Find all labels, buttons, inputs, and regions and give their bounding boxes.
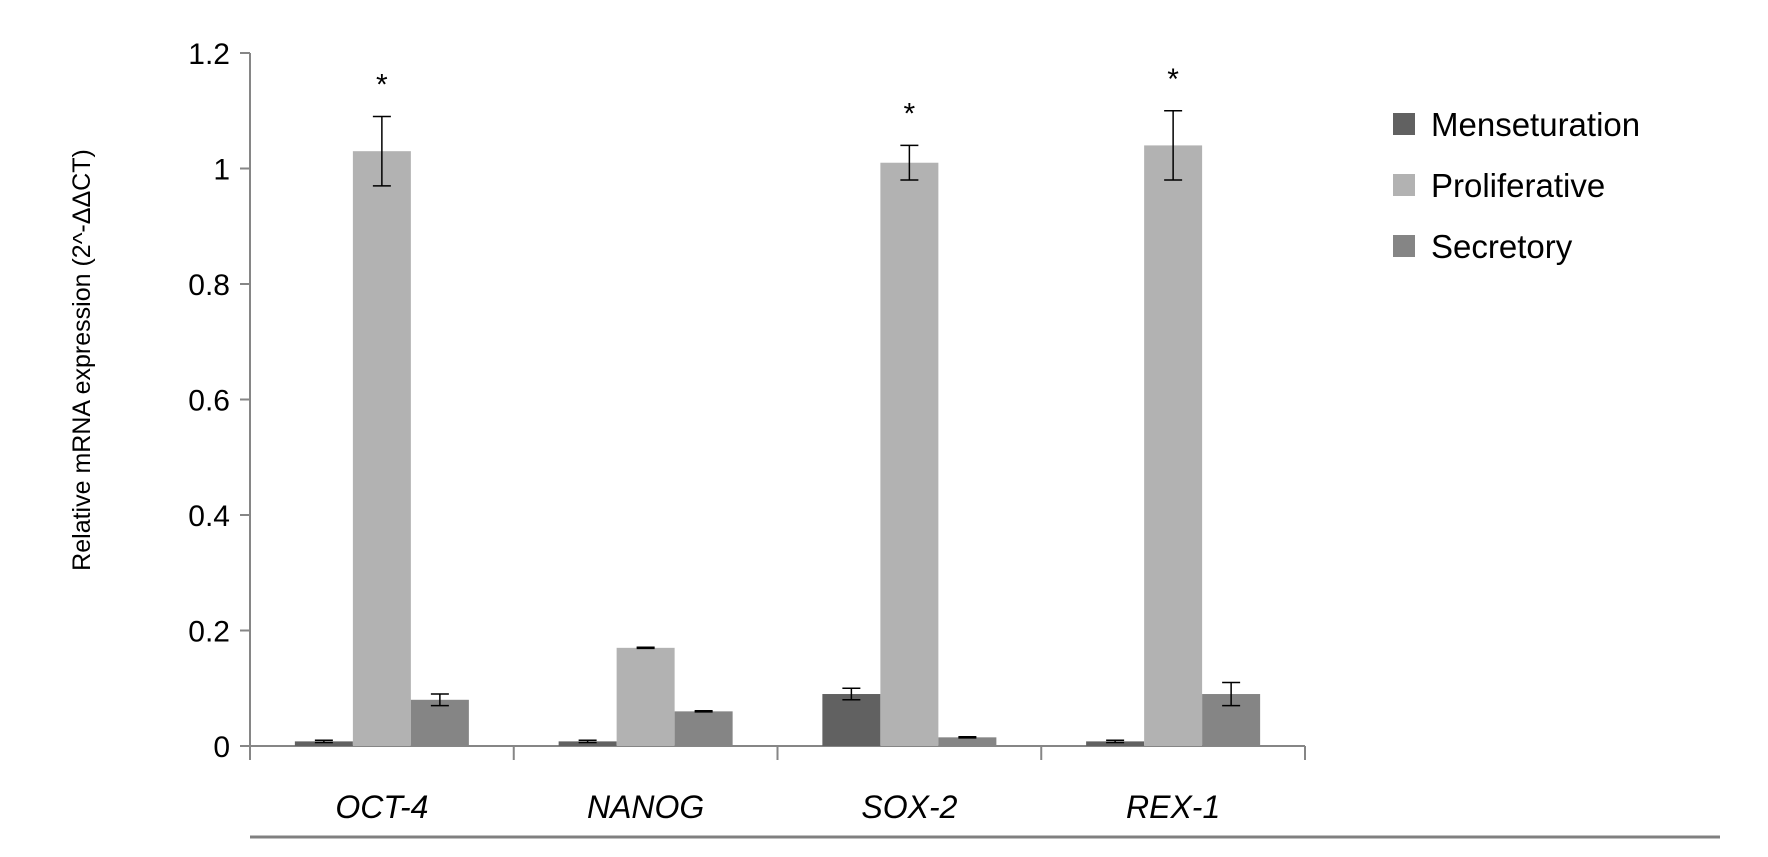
- x-category-label-rex-1: REX-1: [1126, 789, 1220, 825]
- significance-marker-sox-2: *: [904, 97, 916, 130]
- bar-proliferative-nanog: [616, 647, 675, 746]
- bar-secretory-oct-4: [410, 699, 469, 746]
- bar-proliferative-rex-1: [1144, 145, 1203, 746]
- legend: Menseturation Proliferative Secretory: [1393, 106, 1640, 265]
- bar-menseturation-nanog: [558, 741, 617, 746]
- y-tick-label-5: 1: [213, 154, 230, 187]
- bar-proliferative-oct-4: [352, 151, 411, 747]
- y-tick-label-1: 0.2: [188, 616, 230, 649]
- legend-swatch-menseturation: [1393, 113, 1415, 135]
- x-category-label-oct-4: OCT-4: [335, 789, 428, 825]
- bars: [294, 110, 1261, 747]
- y-tick-label-2: 0.4: [188, 500, 230, 533]
- y-tick-label-0: 0: [213, 731, 230, 764]
- legend-swatch-secretory: [1393, 235, 1415, 257]
- significance-marker-rex-1: *: [1167, 63, 1179, 96]
- legend-label-secretory: Secretory: [1431, 228, 1573, 265]
- bar-menseturation-rex-1: [1086, 741, 1145, 746]
- y-axis-label: Relative mRNA expression (2^-ΔΔCT): [68, 149, 96, 571]
- legend-label-menseturation: Menseturation: [1431, 106, 1640, 143]
- bar-secretory-nanog: [674, 711, 733, 746]
- labels: 0 0.2 0.4 0.6 0.8 1 1.2 OCT-4 NANOG SOX-2 REX-1 * * *: [188, 38, 1220, 825]
- significance-marker-oct-4: *: [376, 69, 388, 102]
- bar-menseturation-sox-2: [822, 694, 881, 746]
- bar-proliferative-sox-2: [880, 162, 939, 747]
- bar-menseturation-oct-4: [294, 741, 353, 746]
- y-tick-label-6: 1.2: [188, 38, 230, 71]
- legend-label-proliferative: Proliferative: [1431, 167, 1605, 204]
- x-category-label-sox-2: SOX-2: [861, 789, 957, 825]
- y-tick-label-4: 0.8: [188, 269, 230, 302]
- bar-secretory-sox-2: [938, 737, 997, 746]
- y-tick-label-3: 0.6: [188, 385, 230, 418]
- legend-swatch-proliferative: [1393, 174, 1415, 196]
- x-category-label-nanog: NANOG: [587, 789, 704, 825]
